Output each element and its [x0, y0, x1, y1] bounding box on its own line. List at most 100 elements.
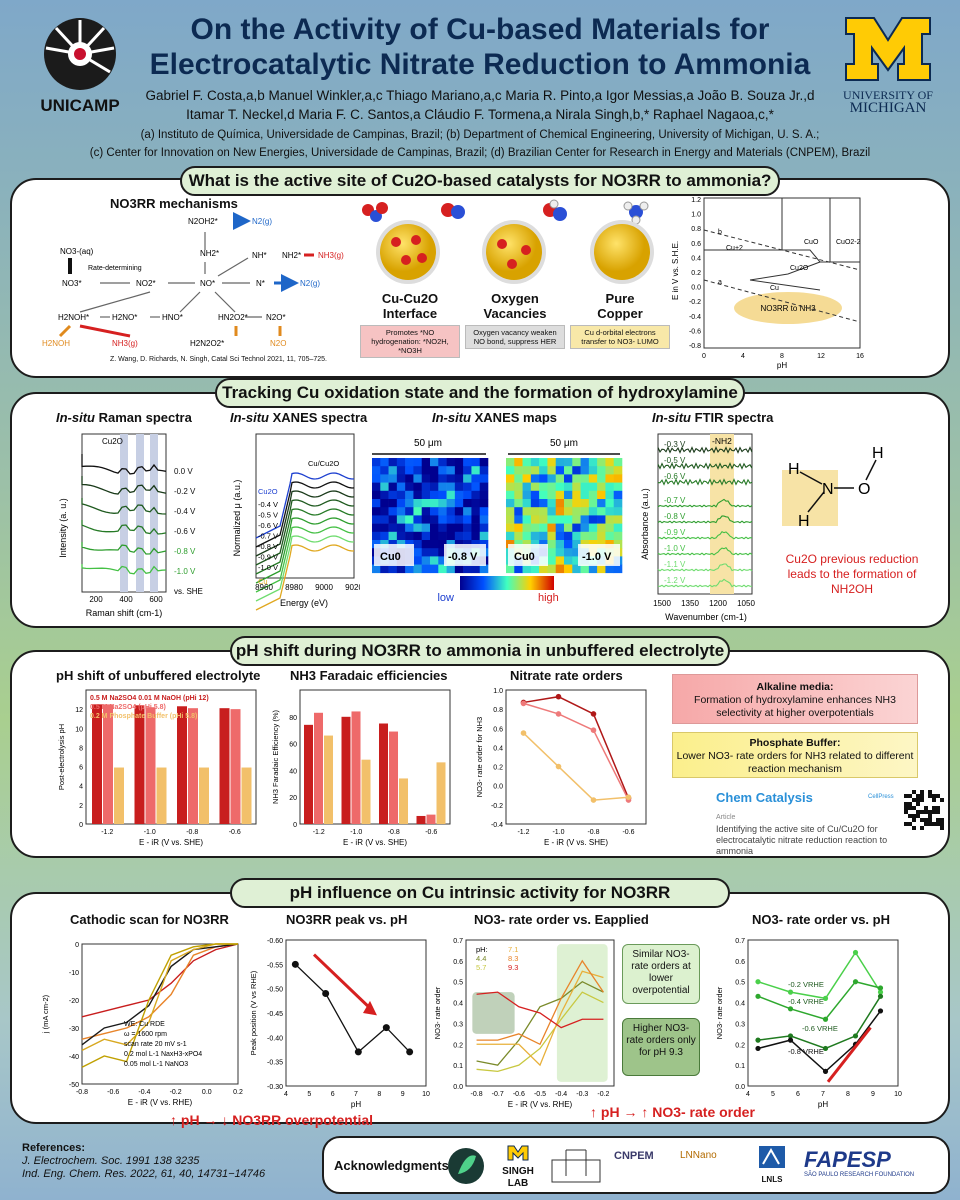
- ref-2: Ind. Eng. Chem. Res. 2022, 61, 40, 14731…: [22, 1168, 266, 1180]
- ph-bar: [177, 706, 187, 824]
- map-pixel: [380, 531, 389, 541]
- map-pixel: [580, 474, 590, 483]
- ro-point: [590, 797, 597, 803]
- map-pixel: [613, 507, 623, 516]
- qr-module: [920, 790, 924, 794]
- ytick: 40: [289, 768, 297, 775]
- map-pixel: [506, 507, 515, 516]
- map-pixel: [530, 474, 540, 483]
- map-pixel: [530, 458, 540, 467]
- mech-nh: NH*: [252, 251, 267, 260]
- plot-frame: [505, 689, 647, 825]
- peak-point: [322, 990, 330, 998]
- map-pixel: [522, 482, 532, 492]
- map-pixel: [388, 523, 398, 533]
- map-pixel: [564, 458, 573, 467]
- qr-module: [916, 798, 920, 802]
- cath-curve: [81, 943, 239, 1040]
- xlabel: pH: [818, 1100, 828, 1109]
- ytick: -20: [69, 998, 79, 1005]
- map-pixel: [413, 515, 423, 524]
- atom-h3: H: [798, 513, 810, 530]
- map-pixel: [539, 523, 548, 533]
- map-pixel: [430, 515, 439, 524]
- ytick: 0.5: [735, 980, 745, 987]
- mech-n2g2: N2(g): [300, 279, 320, 288]
- map-pixel: [547, 564, 557, 574]
- roph-point: [877, 985, 884, 991]
- block-m-icon: [845, 17, 931, 81]
- ylabel: NO3- rate order for NH3: [475, 717, 484, 797]
- map-pixel: [446, 474, 456, 483]
- map-pixel: [446, 466, 456, 475]
- xanes-spectrum: [255, 499, 355, 566]
- raman-title: In-situ Raman spectra: [56, 410, 192, 425]
- map-pixel: [547, 490, 557, 500]
- map-pixel: [388, 515, 398, 524]
- alkaline-title: Alkaline media:: [756, 681, 834, 693]
- plot-frame: [747, 939, 899, 1087]
- xlabel: E - iR (V vs. SHE): [544, 838, 608, 847]
- map-pixel: [471, 564, 481, 574]
- qr-module: [904, 794, 908, 798]
- map-pixel: [446, 490, 456, 500]
- higher-box: Higher NO3- rate orders only for pH 9.3: [622, 1018, 700, 1076]
- qr-code-icon[interactable]: [904, 790, 944, 830]
- map-pixel: [372, 515, 381, 524]
- map-pixel: [413, 556, 423, 565]
- map-pixel: [605, 499, 615, 508]
- pb-xtick: 16: [856, 353, 864, 360]
- map-pixel: [421, 531, 431, 541]
- map-pixel: [506, 474, 515, 483]
- map-pixel: [514, 564, 523, 574]
- sphere-3-label-2: Copper: [597, 306, 643, 321]
- xtick: -0.8: [587, 829, 599, 836]
- map-pixel: [506, 515, 515, 524]
- references: References: J. Electrochem. Soc. 1991 13…: [22, 1142, 265, 1181]
- ytick: 12: [75, 707, 83, 714]
- map-pixel: [463, 490, 472, 500]
- map-pixel: [564, 507, 573, 516]
- raman-label: -0.8 V: [174, 547, 196, 556]
- authors-line-1: Gabriel F. Costa,a,b Manuel Winkler,a,c …: [145, 88, 815, 103]
- ytick: -0.60: [267, 938, 283, 945]
- map-pixel: [430, 523, 439, 533]
- map-pixel: [572, 515, 581, 524]
- ph-legend-item: 5.7: [476, 963, 486, 972]
- ro-series-line: [522, 732, 629, 801]
- mech-no: NO*: [200, 279, 215, 288]
- fe-bar: [361, 759, 371, 824]
- xtick: 7: [354, 1091, 358, 1098]
- map-pixel: [430, 482, 439, 492]
- ro-chart-title: Nitrate rate orders: [510, 668, 623, 683]
- qr-module: [904, 810, 908, 814]
- map-pixel: [454, 523, 464, 533]
- ph-legend-item: 7.1: [508, 945, 518, 954]
- xtick: -0.8: [76, 1089, 88, 1096]
- map-pixel: [572, 531, 581, 541]
- map-pixel: [530, 499, 540, 508]
- xanes-xtick: 9000: [315, 583, 333, 592]
- ytick: 0.4: [735, 1001, 745, 1008]
- map-pixel: [421, 482, 431, 492]
- map-pixel: [479, 458, 489, 467]
- map-pixel: [605, 564, 615, 574]
- map-pixel: [613, 531, 623, 541]
- map-pixel: [430, 548, 439, 557]
- mech-nh2b: NH2*: [282, 251, 301, 260]
- map-pixel: [597, 466, 606, 475]
- map-pixel: [396, 474, 406, 483]
- ro-point: [590, 727, 597, 733]
- ytick: -10: [69, 970, 79, 977]
- map-pixel: [479, 474, 489, 483]
- map-pixel: [421, 474, 431, 483]
- nh2-highlight: [782, 470, 838, 526]
- ytick: -40: [69, 1054, 79, 1061]
- article-title: Identifying the active site of Cu/Cu2O f…: [716, 824, 888, 856]
- map-pixel: [547, 556, 557, 565]
- map-pixel: [555, 523, 565, 533]
- ro-point: [520, 700, 527, 707]
- refs-title: References:: [22, 1142, 85, 1154]
- map-pixel: [421, 466, 431, 475]
- map-pixel: [547, 466, 557, 475]
